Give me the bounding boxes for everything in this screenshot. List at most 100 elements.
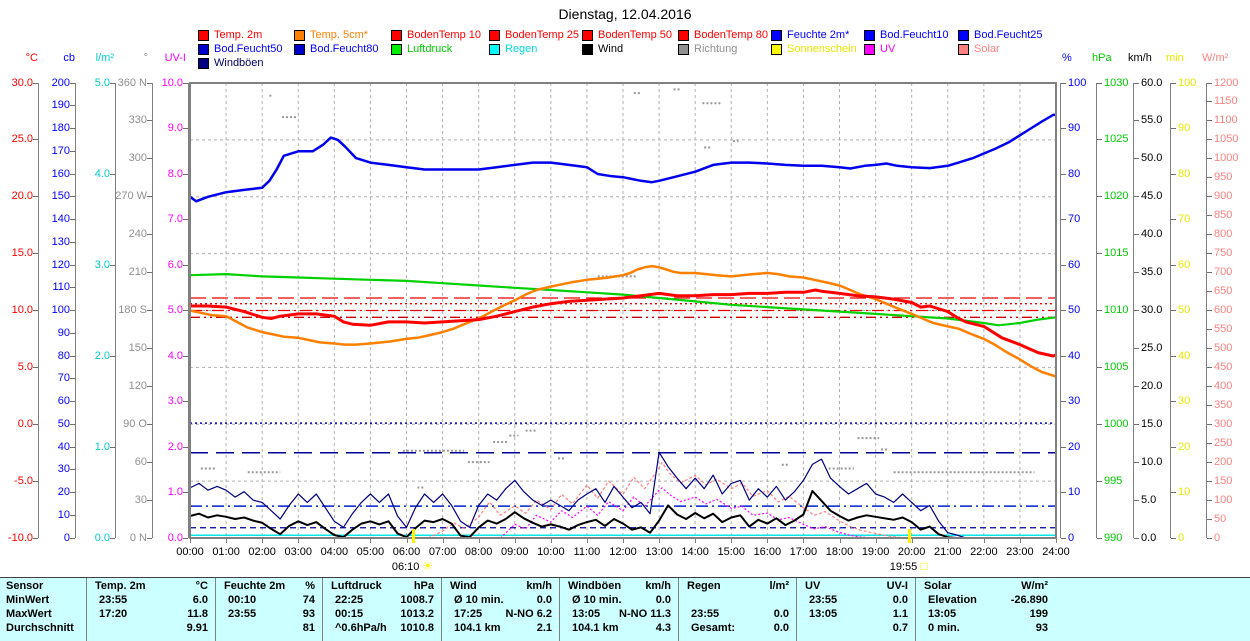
stats-time: 17:25: [454, 608, 483, 620]
axis-label-cb: 110: [52, 281, 70, 294]
axis-label-cb: 120: [51, 258, 70, 271]
legend-swatch-icon: [582, 30, 593, 41]
axis-label-wm2: 750: [1214, 247, 1233, 260]
axis-tick-deg: [147, 310, 152, 311]
axis-label-hpa: 1010: [1104, 304, 1129, 316]
axis-tick-cb: [70, 196, 75, 198]
axis-tick-min: [1171, 446, 1176, 448]
axis-label-celsius: 15.0: [11, 247, 33, 260]
legend-item-label: BodenTemp 10: [407, 29, 481, 41]
series-windboeen: [189, 451, 1056, 539]
legend-item-label: Regen: [505, 43, 538, 55]
axis-line-percent: [1060, 83, 1061, 538]
x-axis-tick: [370, 539, 372, 543]
axis-label-min: 70: [1178, 213, 1191, 225]
legend-item-label: BodenTemp 25: [505, 29, 579, 41]
legend-swatch-icon: [864, 30, 875, 41]
x-axis-tick: [983, 539, 985, 543]
axis-label-celsius: -5.0: [14, 474, 33, 487]
axis-tick-lm2: [110, 173, 115, 175]
axis-tick-cb: [70, 150, 75, 152]
axis-tick-percent: [1061, 446, 1066, 448]
axis-tick-kmh: [1134, 120, 1139, 122]
axis-tick-wm2: [1207, 404, 1212, 406]
axis-label-kmh: 55.0: [1141, 114, 1163, 127]
axis-label-min: 40: [1178, 349, 1191, 362]
stats-time: 13:05: [809, 608, 838, 620]
legend-swatch-icon: [678, 30, 689, 41]
legend-item-bod-feucht50: Bod.Feucht50: [198, 44, 283, 55]
legend-swatch-icon: [198, 30, 209, 41]
axis-label-cb: 10: [57, 508, 70, 521]
axis-label-kmh: 10.0: [1141, 455, 1163, 468]
legend-item-richtung: Richtung: [678, 44, 737, 55]
axis-tick-percent: [1061, 219, 1066, 220]
legend-item-bodentemp-50: BodenTemp 50: [582, 30, 672, 41]
axis-tick-kmh: [1134, 347, 1139, 349]
axis-tick-wm2: [1207, 518, 1212, 520]
x-axis-tick: [731, 539, 733, 543]
axis-tick-hpa: [1097, 253, 1102, 255]
axis-label-lm2: 4.0: [94, 167, 110, 180]
axis-tick-deg: [147, 499, 152, 501]
axis-tick-kmh: [1134, 82, 1139, 84]
axis-label-cb: 90: [57, 326, 70, 339]
axis-tick-min: [1171, 219, 1176, 220]
stats-time: Elevation: [928, 594, 977, 606]
legend-item-windb-en: Windböen: [198, 58, 264, 69]
stats-time: Ø 10 min.: [454, 594, 504, 606]
x-axis-label: 01:00: [212, 546, 240, 558]
x-axis-label: 14:00: [681, 546, 709, 558]
axis-tick-percent: [1061, 173, 1066, 175]
axis-label-wm2: 150: [1214, 474, 1233, 487]
axis-label-lm2: 1.0: [94, 440, 110, 453]
axis-label-min: 90: [1178, 122, 1191, 134]
axis-tick-wm2: [1207, 82, 1212, 84]
stats-value: 0.0: [536, 594, 552, 606]
axis-tick-uvi: [183, 82, 188, 84]
x-axis-tick: [586, 539, 588, 543]
stats-time: 23:55: [99, 594, 128, 606]
legend-item-uv: UV: [864, 44, 895, 55]
stats-value: 199: [1029, 608, 1048, 620]
axis-label-cb: 50: [57, 417, 70, 430]
axis-title-lm2: l/m²: [95, 52, 114, 64]
axis-title-wm2: W/m²: [1202, 52, 1229, 64]
axis-tick-wm2: [1207, 480, 1212, 482]
axis-title-min: min: [1166, 52, 1184, 64]
axis-label-hpa: 1005: [1104, 360, 1129, 373]
x-axis-label: 17:00: [789, 546, 818, 558]
legend-swatch-icon: [864, 44, 875, 55]
sunset-icon: □: [920, 559, 928, 573]
axis-tick-kmh: [1134, 158, 1139, 160]
axis-label-kmh: 45.0: [1141, 190, 1163, 203]
axis-label-wm2: 1100: [1214, 114, 1238, 127]
sunrise-label: 06:10 ☀: [358, 559, 468, 573]
axis-label-cb: 200: [51, 76, 70, 89]
legend-item-label: Bod.Feucht50: [214, 43, 283, 55]
axis-tick-cb: [70, 128, 75, 129]
axis-tick-kmh: [1134, 461, 1139, 463]
stats-group-unit: W/m²: [1021, 580, 1048, 592]
x-axis-tick: [262, 539, 264, 543]
stats-table: Sensor MinWert MaxWert Durchschnitt Temp. 2m…: [0, 577, 1250, 641]
axis-tick-cb: [70, 310, 75, 311]
axis-label-cb: 150: [51, 190, 70, 203]
axis-label-min: 60: [1178, 258, 1191, 271]
axis-tick-min: [1171, 82, 1176, 84]
axis-label-deg: 240: [128, 228, 147, 241]
stats-value: 1008.7: [400, 594, 434, 606]
axis-label-wm2: 400: [1214, 379, 1233, 392]
x-axis-tick: [1056, 539, 1057, 543]
axis-tick-percent: [1061, 492, 1066, 493]
x-axis-tick: [226, 539, 228, 543]
axis-label-deg: 270 W: [115, 190, 147, 203]
axis-title-percent: %: [1062, 52, 1072, 64]
axis-label-uvi: 3.0: [167, 395, 183, 407]
axis-label-kmh: 0.0: [1141, 531, 1157, 544]
x-axis-label: 03:00: [284, 546, 313, 558]
axis-tick-cb: [70, 514, 75, 516]
sunrise-icon: ☀: [422, 559, 434, 573]
stats-group-unit: km/h: [645, 580, 671, 592]
axis-label-deg: 60: [134, 455, 147, 468]
